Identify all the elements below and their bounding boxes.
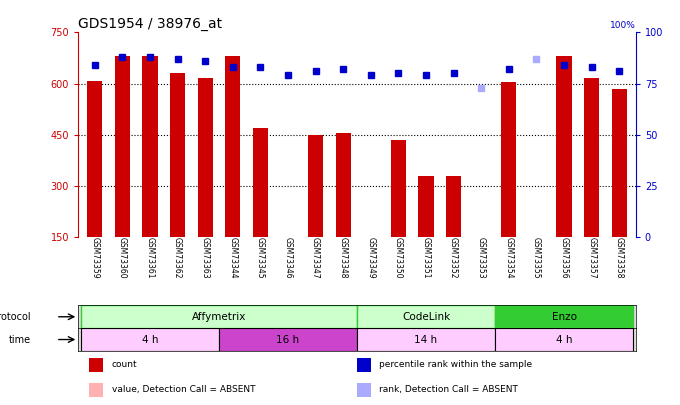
Bar xyxy=(142,56,158,237)
Text: 4 h: 4 h xyxy=(556,335,573,345)
Text: GSM73350: GSM73350 xyxy=(394,237,403,279)
Text: percentile rank within the sample: percentile rank within the sample xyxy=(379,360,532,369)
Text: GDS1954 / 38976_at: GDS1954 / 38976_at xyxy=(78,17,222,31)
Text: GSM73346: GSM73346 xyxy=(284,237,292,279)
Text: 100%: 100% xyxy=(610,21,636,30)
Bar xyxy=(391,140,406,237)
Bar xyxy=(495,328,633,351)
Bar xyxy=(89,383,103,397)
Text: 14 h: 14 h xyxy=(414,335,437,345)
Text: GSM73347: GSM73347 xyxy=(311,237,320,279)
Bar xyxy=(81,305,357,328)
Text: GSM73358: GSM73358 xyxy=(615,237,624,279)
Bar xyxy=(357,328,495,351)
Bar xyxy=(446,176,461,237)
Bar xyxy=(357,383,371,397)
Bar xyxy=(501,82,516,237)
Text: GSM73349: GSM73349 xyxy=(367,237,375,279)
Text: value, Detection Call = ABSENT: value, Detection Call = ABSENT xyxy=(112,386,255,394)
Text: CodeLink: CodeLink xyxy=(402,312,450,322)
Text: GSM73351: GSM73351 xyxy=(422,237,430,279)
Bar xyxy=(611,89,627,237)
Text: GSM73353: GSM73353 xyxy=(477,237,486,279)
Bar xyxy=(170,73,185,237)
Text: 4 h: 4 h xyxy=(141,335,158,345)
Text: rank, Detection Call = ABSENT: rank, Detection Call = ABSENT xyxy=(379,386,518,394)
Bar xyxy=(584,79,599,237)
Text: GSM73360: GSM73360 xyxy=(118,237,127,279)
Text: time: time xyxy=(9,335,31,345)
Text: Enzo: Enzo xyxy=(551,312,577,322)
Bar xyxy=(115,56,130,237)
Text: GSM73359: GSM73359 xyxy=(90,237,99,279)
Bar xyxy=(198,79,213,237)
Text: GSM73356: GSM73356 xyxy=(560,237,568,279)
Bar xyxy=(357,305,495,328)
Text: GSM73345: GSM73345 xyxy=(256,237,265,279)
Bar xyxy=(225,56,240,237)
Bar xyxy=(357,358,371,372)
Bar xyxy=(336,133,351,237)
Bar xyxy=(89,358,103,372)
Text: GSM73357: GSM73357 xyxy=(587,237,596,279)
Text: protocol: protocol xyxy=(0,312,31,322)
Bar xyxy=(418,176,434,237)
Text: GSM73352: GSM73352 xyxy=(449,237,458,279)
Text: GSM73363: GSM73363 xyxy=(201,237,209,279)
Bar xyxy=(219,328,357,351)
Bar xyxy=(495,305,633,328)
Text: GSM73354: GSM73354 xyxy=(505,237,513,279)
Bar xyxy=(87,81,103,237)
Text: GSM73355: GSM73355 xyxy=(532,237,541,279)
Text: GSM73344: GSM73344 xyxy=(228,237,237,279)
Text: Affymetrix: Affymetrix xyxy=(192,312,246,322)
Bar xyxy=(556,56,572,237)
Text: 16 h: 16 h xyxy=(277,335,300,345)
Text: GSM73361: GSM73361 xyxy=(146,237,154,279)
Bar xyxy=(81,328,219,351)
Bar xyxy=(253,128,268,237)
Bar xyxy=(308,135,323,237)
Text: GSM73348: GSM73348 xyxy=(339,237,347,279)
Text: count: count xyxy=(112,360,137,369)
Text: GSM73362: GSM73362 xyxy=(173,237,182,279)
